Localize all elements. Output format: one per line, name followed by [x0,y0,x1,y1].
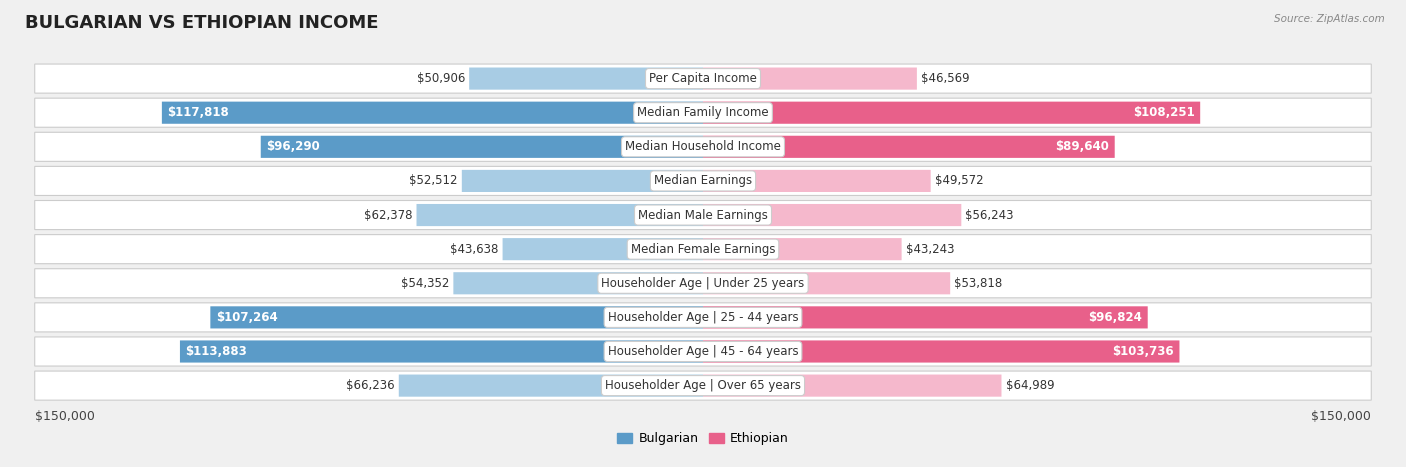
Text: $54,352: $54,352 [401,277,450,290]
Text: $49,572: $49,572 [935,175,983,187]
FancyBboxPatch shape [703,375,1001,396]
FancyBboxPatch shape [453,272,703,294]
Text: $96,290: $96,290 [266,140,321,153]
FancyBboxPatch shape [35,303,1371,332]
Text: $43,243: $43,243 [905,243,955,255]
Text: $108,251: $108,251 [1133,106,1195,119]
FancyBboxPatch shape [260,136,703,158]
Text: $113,883: $113,883 [186,345,247,358]
FancyBboxPatch shape [703,102,1201,124]
FancyBboxPatch shape [703,136,1115,158]
Legend: Bulgarian, Ethiopian: Bulgarian, Ethiopian [613,427,793,451]
FancyBboxPatch shape [35,371,1371,400]
Text: $62,378: $62,378 [364,209,412,221]
Text: $89,640: $89,640 [1056,140,1109,153]
FancyBboxPatch shape [35,132,1371,162]
Text: $50,906: $50,906 [416,72,465,85]
Text: $46,569: $46,569 [921,72,970,85]
Text: $103,736: $103,736 [1112,345,1174,358]
FancyBboxPatch shape [35,269,1371,298]
Text: Source: ZipAtlas.com: Source: ZipAtlas.com [1274,14,1385,24]
FancyBboxPatch shape [470,68,703,90]
Text: Median Male Earnings: Median Male Earnings [638,209,768,221]
Text: Householder Age | Over 65 years: Householder Age | Over 65 years [605,379,801,392]
FancyBboxPatch shape [35,98,1371,127]
Text: $150,000: $150,000 [35,410,94,423]
FancyBboxPatch shape [703,306,1147,328]
Text: $64,989: $64,989 [1005,379,1054,392]
Text: $56,243: $56,243 [966,209,1014,221]
FancyBboxPatch shape [35,234,1371,264]
Text: Householder Age | 25 - 44 years: Householder Age | 25 - 44 years [607,311,799,324]
FancyBboxPatch shape [703,170,931,192]
FancyBboxPatch shape [399,375,703,396]
Text: Per Capita Income: Per Capita Income [650,72,756,85]
Text: Median Earnings: Median Earnings [654,175,752,187]
FancyBboxPatch shape [703,238,901,260]
Text: $66,236: $66,236 [346,379,395,392]
Text: Median Household Income: Median Household Income [626,140,780,153]
Text: BULGARIAN VS ETHIOPIAN INCOME: BULGARIAN VS ETHIOPIAN INCOME [25,14,378,32]
FancyBboxPatch shape [35,166,1371,196]
Text: Median Family Income: Median Family Income [637,106,769,119]
Text: $107,264: $107,264 [217,311,277,324]
FancyBboxPatch shape [703,340,1180,362]
Text: Median Female Earnings: Median Female Earnings [631,243,775,255]
Text: $43,638: $43,638 [450,243,499,255]
FancyBboxPatch shape [211,306,703,328]
FancyBboxPatch shape [502,238,703,260]
FancyBboxPatch shape [416,204,703,226]
Text: $52,512: $52,512 [409,175,458,187]
FancyBboxPatch shape [703,272,950,294]
Text: Householder Age | Under 25 years: Householder Age | Under 25 years [602,277,804,290]
FancyBboxPatch shape [703,68,917,90]
FancyBboxPatch shape [461,170,703,192]
Text: $53,818: $53,818 [955,277,1002,290]
FancyBboxPatch shape [35,200,1371,230]
FancyBboxPatch shape [703,204,962,226]
Text: Householder Age | 45 - 64 years: Householder Age | 45 - 64 years [607,345,799,358]
Text: $117,818: $117,818 [167,106,229,119]
FancyBboxPatch shape [35,64,1371,93]
FancyBboxPatch shape [180,340,703,362]
Text: $150,000: $150,000 [1312,410,1371,423]
FancyBboxPatch shape [35,337,1371,366]
FancyBboxPatch shape [162,102,703,124]
Text: $96,824: $96,824 [1088,311,1142,324]
